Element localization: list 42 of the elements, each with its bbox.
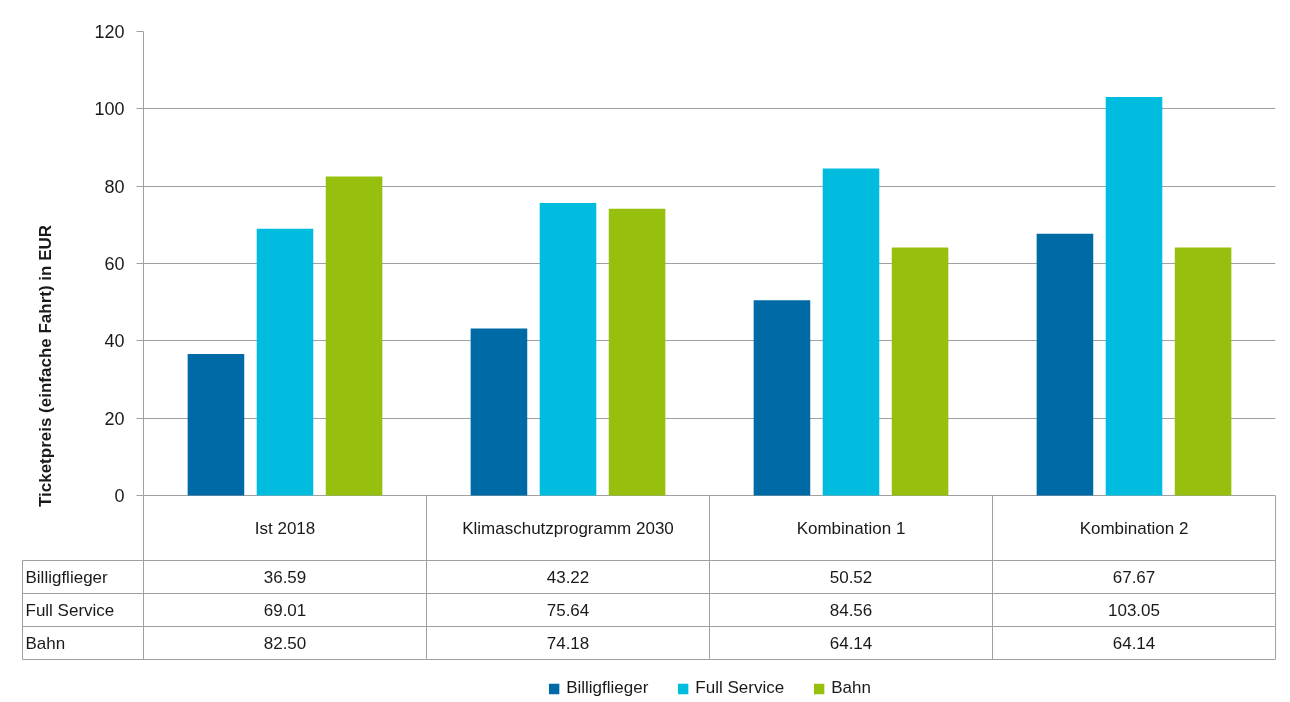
bar: [1036, 233, 1094, 496]
data-label: 75.64: [546, 601, 590, 620]
text: Billigflieger: [25, 567, 108, 587]
data-label: 103.05: [1108, 601, 1160, 620]
data-label: 82.50: [263, 634, 307, 653]
bar: [1105, 97, 1163, 496]
bar: [470, 328, 528, 496]
y-tick-label: 120: [94, 22, 125, 42]
data-label: 69.01: [263, 601, 307, 620]
y-tick-label: 20: [104, 408, 125, 429]
bar: [753, 300, 811, 496]
y-tick-label: 0: [114, 486, 125, 506]
legend-label: Bahn: [831, 678, 871, 698]
bar: [822, 168, 880, 496]
text: Bahn: [25, 633, 66, 653]
text: Full Service: [25, 600, 115, 620]
bar: [1174, 247, 1232, 496]
y-tick-label: 100: [94, 99, 125, 120]
bar: [325, 176, 383, 496]
data-label: 67.67: [1112, 568, 1156, 587]
bar: [539, 203, 597, 496]
legend-label: Billigflieger: [566, 678, 649, 698]
data-label: 64.14: [1112, 634, 1156, 653]
bar: [891, 247, 949, 496]
bar: [608, 208, 666, 496]
x-tick-label: Kombination 1: [796, 518, 906, 538]
data-label: 43.22: [546, 568, 590, 587]
x-tick-label: Klimaschutzprogramm 2030: [462, 518, 674, 538]
legend-label: Full Service: [695, 678, 785, 698]
data-label: 36.59: [263, 568, 307, 587]
x-tick-label: Ist 2018: [254, 518, 316, 538]
data-label: 50.52: [829, 568, 873, 587]
y-tick-label: 60: [104, 254, 125, 274]
x-tick-label: Kombination 2: [1079, 518, 1189, 538]
data-label: 84.56: [829, 601, 873, 620]
data-label: 74.18: [546, 634, 590, 653]
bar: [187, 354, 245, 496]
y-axis-title: Ticketpreis (einfache Fahrt) in EUR: [36, 224, 56, 508]
y-tick-label: 80: [104, 176, 125, 197]
bar: [256, 228, 314, 496]
data-label: 64.14: [829, 634, 873, 653]
y-tick-label: 40: [104, 331, 125, 352]
